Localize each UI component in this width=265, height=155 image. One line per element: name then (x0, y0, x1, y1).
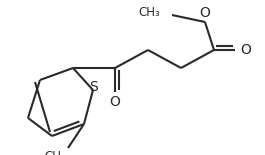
Text: O: O (200, 6, 210, 20)
Text: CH₃: CH₃ (138, 5, 160, 18)
Text: CH₃: CH₃ (44, 150, 66, 155)
Text: O: O (240, 43, 251, 57)
Text: O: O (109, 95, 120, 109)
Text: S: S (89, 80, 97, 94)
